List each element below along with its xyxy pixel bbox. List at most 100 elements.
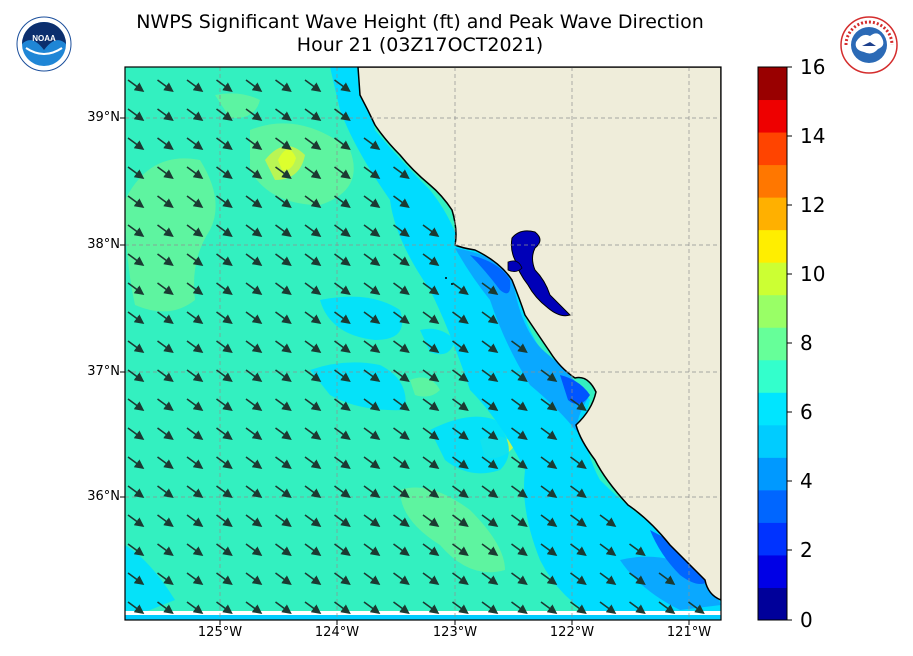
- wave-direction-arrow: [216, 79, 233, 92]
- wave-direction-arrow: [422, 427, 440, 440]
- wave-direction-arrow: [481, 601, 499, 614]
- wave-direction-arrow: [186, 485, 204, 498]
- wave-direction-arrow: [186, 543, 204, 556]
- axis-ticks: [120, 117, 690, 625]
- wave-direction-arrow: [186, 311, 204, 324]
- wave-direction-arrow: [245, 224, 263, 237]
- wave-direction-arrow: [275, 224, 292, 237]
- wave-direction-arrow: [157, 108, 174, 121]
- wave-direction-arrow: [393, 572, 410, 585]
- lon-label-123: 123°W: [432, 625, 478, 640]
- wave-direction-arrow: [186, 282, 204, 295]
- wave-direction-arrow: [304, 369, 322, 382]
- wave-direction-arrow: [511, 427, 528, 440]
- wave-direction-arrow: [334, 543, 351, 556]
- wave-direction-arrow: [658, 601, 676, 614]
- wave-direction-arrow: [275, 340, 292, 353]
- domain-edge-band: [125, 611, 721, 615]
- wave-direction-arrow: [570, 601, 587, 614]
- colorbar-segment: [758, 262, 787, 296]
- wave-direction-arrow: [599, 572, 617, 585]
- wave-direction-arrow: [245, 137, 263, 150]
- wave-direction-arrow: [275, 514, 292, 527]
- wave-direction-arrow: [216, 137, 233, 150]
- wave-direction-arrow: [245, 340, 263, 353]
- noaa-logo-text: NOAA: [32, 34, 56, 43]
- colorbar-ticks: [787, 66, 792, 621]
- wave-direction-arrow: [186, 514, 204, 527]
- wave-direction-arrow: [393, 224, 410, 237]
- wave-direction-arrow: [216, 543, 233, 556]
- wave-direction-arrow: [127, 485, 145, 498]
- colorbar-segment: [758, 67, 787, 101]
- wave-direction-arrow: [452, 485, 469, 498]
- wave-direction-arrow: [334, 369, 351, 382]
- wave-direction-arrow: [334, 166, 351, 179]
- wave-direction-arrow: [157, 543, 174, 556]
- wave-patch-6ft-a: [320, 296, 403, 340]
- wave-direction-arrow: [452, 601, 469, 614]
- lat-label-38: 38°N: [87, 237, 120, 252]
- wave-direction-arrow: [393, 485, 410, 498]
- colorbar-label-6: 6: [800, 400, 813, 424]
- colorbar-label-2: 2: [800, 538, 813, 562]
- wave-direction-arrow: [186, 253, 204, 266]
- wave-direction-arrow: [363, 398, 381, 411]
- wave-direction-arrow: [570, 485, 587, 498]
- colorbar-segment: [758, 489, 787, 523]
- wave-direction-arrow: [599, 514, 617, 527]
- wave-direction-arrow: [629, 601, 646, 614]
- wave-direction-arrow: [393, 398, 410, 411]
- wave-direction-arrow: [245, 108, 263, 121]
- wave-direction-arrow: [127, 195, 145, 208]
- wave-direction-arrow: [511, 485, 528, 498]
- wave-direction-arrow: [157, 514, 174, 527]
- wave-direction-arrow: [334, 456, 351, 469]
- wave-direction-arrow: [304, 311, 322, 324]
- wave-direction-arrow: [245, 79, 263, 92]
- wave-direction-arrow: [186, 137, 204, 150]
- wave-direction-arrow: [422, 369, 440, 382]
- wave-direction-arrow: [245, 485, 263, 498]
- wave-direction-arrow: [216, 108, 233, 121]
- wave-direction-arrow: [304, 282, 322, 295]
- wave-direction-arrow: [481, 311, 499, 324]
- wave-direction-arrow: [216, 340, 233, 353]
- farallon-island: [445, 277, 447, 279]
- wave-direction-arrow: [363, 137, 381, 150]
- wave-direction-arrow: [304, 398, 322, 411]
- wave-direction-arrow: [245, 369, 263, 382]
- wave-direction-arrow: [393, 543, 410, 556]
- wave-patch-6ft-sw: [125, 545, 175, 620]
- wave-direction-arrow: [363, 166, 381, 179]
- wave-direction-arrow: [393, 253, 410, 266]
- wave-direction-arrow: [393, 456, 410, 469]
- colorbar-label-14: 14: [800, 124, 826, 148]
- lon-label-122: 122°W: [549, 625, 595, 640]
- wave-direction-arrow: [216, 282, 233, 295]
- colorbar-segment: [758, 229, 787, 263]
- wave-direction-arrow: [157, 427, 174, 440]
- wave-direction-arrow: [452, 340, 469, 353]
- wave-direction-arrow: [127, 166, 145, 179]
- wave-direction-arrow: [186, 369, 204, 382]
- wave-direction-arrow: [127, 601, 145, 614]
- wave-direction-arrow: [304, 195, 322, 208]
- wave-direction-arrow: [304, 340, 322, 353]
- wave-direction-arrow: [658, 572, 676, 585]
- wave-direction-arrow: [363, 427, 381, 440]
- wave-direction-arrow: [422, 543, 440, 556]
- wave-direction-arrow: [393, 369, 410, 382]
- wave-direction-arrow: [157, 311, 174, 324]
- title-line-1: NWPS Significant Wave Height (ft) and Pe…: [136, 11, 704, 33]
- wave-direction-arrow: [422, 572, 440, 585]
- wave-direction-arrow: [540, 514, 558, 527]
- wave-direction-arrow: [688, 601, 705, 614]
- wave-direction-arrow: [570, 514, 587, 527]
- wave-direction-arrow: [363, 456, 381, 469]
- wave-direction-arrow: [540, 485, 558, 498]
- wave-direction-arrow: [452, 543, 469, 556]
- wave-direction-arrow: [245, 166, 263, 179]
- wave-direction-arrow: [157, 79, 174, 92]
- wave-direction-arrow: [334, 340, 351, 353]
